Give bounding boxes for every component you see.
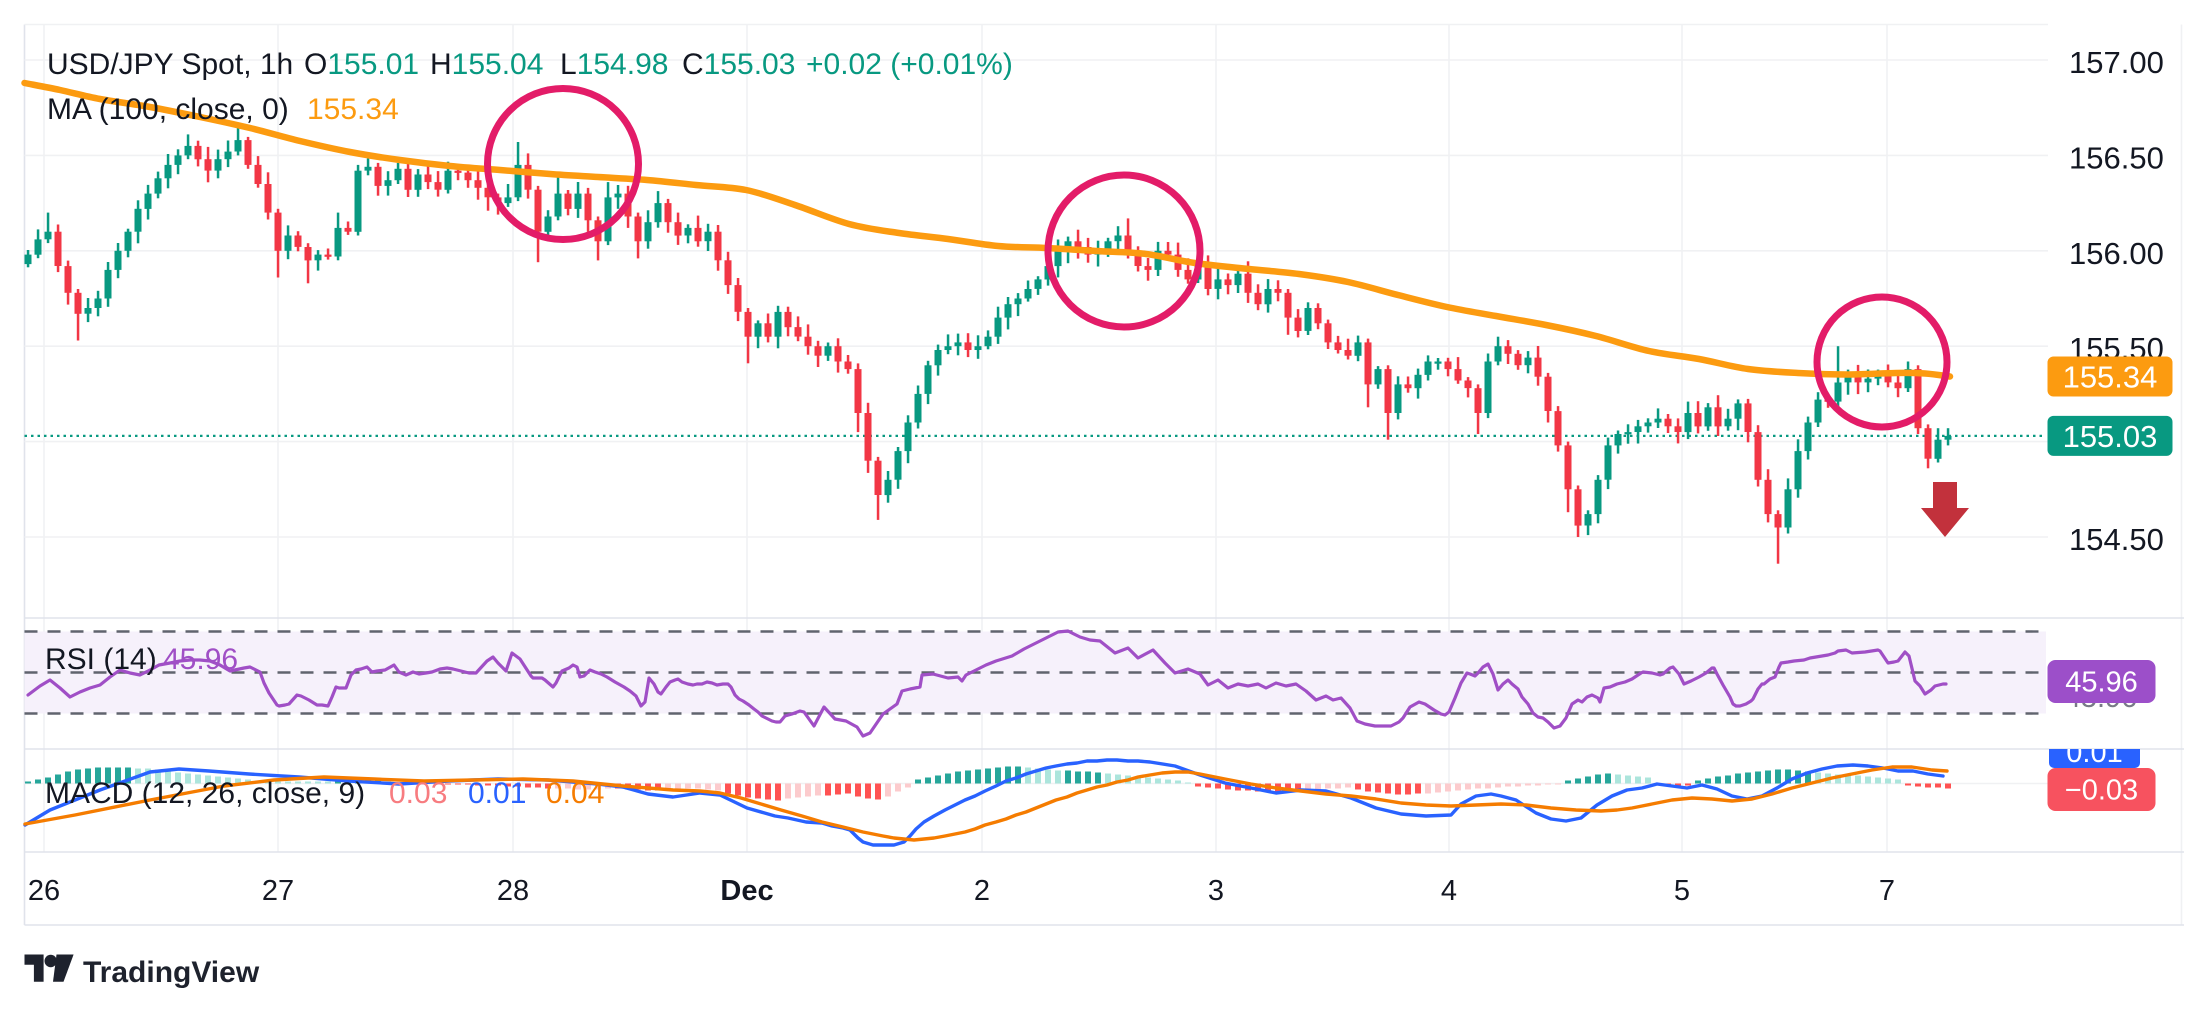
svg-text:28: 28 [497,875,529,907]
svg-text:5: 5 [1674,875,1690,907]
svg-text:27: 27 [262,875,294,907]
svg-text:0.01: 0.01 [468,777,526,810]
svg-text:26: 26 [28,875,60,907]
svg-text:0.04: 0.04 [546,777,604,810]
svg-text:L154.98: L154.98 [560,48,668,81]
svg-text:156.00: 156.00 [2069,236,2164,271]
svg-text:7: 7 [1879,875,1895,907]
svg-text:45.96: 45.96 [2065,667,2138,699]
svg-text:C155.03: C155.03 [682,48,795,81]
svg-text:−0.03: −0.03 [2065,775,2138,807]
svg-text:156.50: 156.50 [2069,140,2164,175]
svg-text:3: 3 [1208,875,1224,907]
svg-text:+0.02 (+0.01%): +0.02 (+0.01%) [806,48,1013,81]
svg-text:USD/JPY Spot, 1h: USD/JPY Spot, 1h [47,48,293,81]
svg-text:155.34: 155.34 [2063,359,2158,394]
svg-text:155.34: 155.34 [307,93,399,126]
svg-text:TradingView: TradingView [83,956,260,989]
svg-text:157.00: 157.00 [2069,45,2164,80]
svg-text:Dec: Dec [720,875,773,907]
svg-text:0.01: 0.01 [2066,737,2122,769]
svg-text:H155.04: H155.04 [430,48,543,81]
svg-text:4: 4 [1441,875,1457,907]
svg-text:2: 2 [974,875,990,907]
svg-text:0.03: 0.03 [389,777,447,810]
svg-text:155.03: 155.03 [2063,419,2158,454]
svg-text:45.96: 45.96 [163,643,238,676]
svg-text:MA (100, close, 0): MA (100, close, 0) [47,93,289,126]
svg-text:RSI (14): RSI (14) [45,643,157,676]
svg-text:MACD (12, 26, close, 9): MACD (12, 26, close, 9) [45,777,365,810]
svg-text:154.50: 154.50 [2069,522,2164,557]
svg-text:O155.01: O155.01 [304,48,419,81]
